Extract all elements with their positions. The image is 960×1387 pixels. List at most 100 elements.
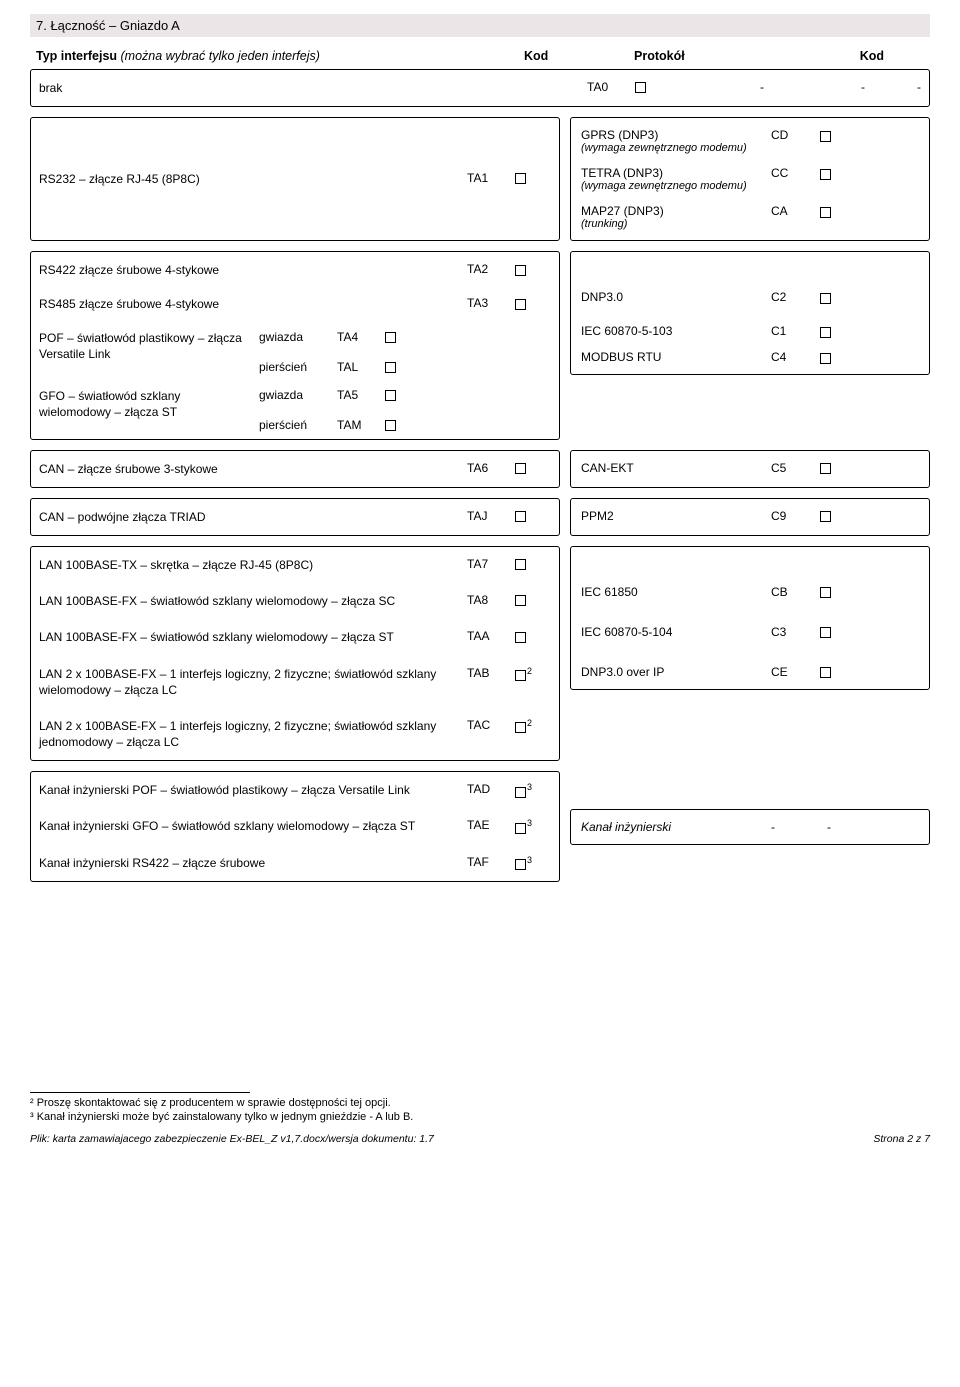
lanfxst-pcheck[interactable]	[820, 627, 831, 638]
brak-dash1: -	[671, 80, 861, 94]
gprs-checkbox[interactable]	[820, 131, 831, 142]
lanfxsc-label: LAN 100BASE-FX – światłowód szklany wiel…	[39, 593, 467, 609]
lanfxsc-pcheck[interactable]	[820, 587, 831, 598]
lanfxst-proto: IEC 60870-5-104	[581, 625, 771, 639]
lantx-label: LAN 100BASE-TX – skrętka – złącze RJ-45 …	[39, 557, 467, 573]
lantx-check[interactable]	[515, 559, 526, 570]
pof-pcheck1[interactable]	[820, 327, 831, 338]
pof-proto1: IEC 60870-5-103	[581, 324, 771, 338]
rs-block: RS422 złącze śrubowe 4-stykowe TA2 RS485…	[30, 251, 560, 439]
kanalgfo-label: Kanał inżynierski GFO – światłowód szkla…	[39, 818, 467, 834]
pof-pcheck2[interactable]	[820, 353, 831, 364]
rs232-label: RS232 – złącze RJ-45 (8P8C)	[39, 171, 467, 187]
rs485-code: TA3	[467, 296, 515, 310]
kanalgfo-dash2: -	[807, 820, 831, 834]
can3-check[interactable]	[515, 463, 526, 474]
gfo-code1: TA5	[337, 388, 385, 402]
map27-sub: (trunking)	[581, 218, 763, 230]
gfo-check1[interactable]	[385, 390, 396, 401]
tetra-checkbox[interactable]	[820, 169, 831, 180]
can3-code: TA6	[467, 461, 515, 475]
footnote-divider	[30, 1092, 250, 1093]
map27-code: CA	[771, 204, 807, 218]
triad-check[interactable]	[515, 511, 526, 522]
pof-check2[interactable]	[385, 362, 396, 373]
brak-dash3: -	[897, 80, 921, 94]
triad-label: CAN – podwójne złącza TRIAD	[39, 509, 467, 525]
lan2lc1-pcode: CE	[771, 665, 807, 679]
kanalpof-code: TAD	[467, 782, 515, 796]
lantx-code: TA7	[467, 557, 515, 571]
kanal-block: Kanał inżynierski POF – światłowód plast…	[30, 771, 560, 882]
rs485-proto: DNP3.0	[581, 290, 771, 304]
lan2lc1-proto: DNP3.0 over IP	[581, 665, 771, 679]
brak-dash2: -	[861, 80, 897, 94]
sup-3b: 3	[527, 818, 532, 828]
lanfxst-check[interactable]	[515, 632, 526, 643]
rs232-code: TA1	[467, 171, 515, 185]
proto-group-dnp: DNP3.0 C2 IEC 60870-5-103 C1 MODBUS RTU …	[570, 251, 930, 375]
kanalpof-check[interactable]	[515, 787, 526, 798]
rs422-code: TA2	[467, 262, 515, 276]
map27-label: MAP27 (DNP3)	[581, 204, 763, 218]
sup-3c: 3	[527, 855, 532, 865]
row-can3: CAN – złącze śrubowe 3-stykowe TA6	[30, 450, 560, 488]
lan2lc1-pcheck[interactable]	[820, 667, 831, 678]
kanalrs422-check[interactable]	[515, 859, 526, 870]
kanalgfo-dash1: -	[771, 820, 807, 834]
pof-code1: TA4	[337, 330, 385, 344]
lan-block: LAN 100BASE-TX – skrętka – złącze RJ-45 …	[30, 546, 560, 761]
header-typ: Typ interfejsu	[36, 49, 117, 63]
lan2lc1-check[interactable]	[515, 670, 526, 681]
footnote-3: ³ Kanał inżynierski może być zainstalowa…	[30, 1111, 930, 1123]
lanfxst-label: LAN 100BASE-FX – światłowód szklany wiel…	[39, 629, 467, 645]
pof-proto2: MODBUS RTU	[581, 350, 771, 364]
can3-label: CAN – złącze śrubowe 3-stykowe	[39, 461, 467, 477]
lanfxsc-proto: IEC 61850	[581, 585, 771, 599]
triad-pcheck[interactable]	[820, 511, 831, 522]
gfo-code2: TAM	[337, 418, 385, 432]
page-footer: Plik: karta zamawiajacego zabezpieczenie…	[30, 1133, 930, 1145]
map27-checkbox[interactable]	[820, 207, 831, 218]
kanalrs422-label: Kanał inżynierski RS422 – złącze śrubowe	[39, 855, 467, 871]
gfo-sub1: gwiazda	[259, 388, 337, 402]
pof-code2: TAL	[337, 360, 385, 374]
pof-check1[interactable]	[385, 332, 396, 343]
kanalgfo-code: TAE	[467, 818, 515, 832]
lan-proto-block: IEC 61850 CB IEC 60870-5-104 C3 DNP3.0 o…	[570, 546, 930, 690]
pof-pcode1: C1	[771, 324, 807, 338]
can3-pcheck[interactable]	[820, 463, 831, 474]
row-can3-proto: CAN-EKT C5	[570, 450, 930, 488]
lanfxsc-check[interactable]	[515, 595, 526, 606]
sup-3a: 3	[527, 782, 532, 792]
sup-2a: 2	[527, 666, 532, 676]
can3-proto: CAN-EKT	[581, 461, 771, 475]
row-triad: CAN – podwójne złącza TRIAD TAJ	[30, 498, 560, 536]
kanalgfo-check[interactable]	[515, 823, 526, 834]
brak-checkbox[interactable]	[635, 82, 646, 93]
rs485-pcheck[interactable]	[820, 293, 831, 304]
footer-left: Plik: karta zamawiajacego zabezpieczenie…	[30, 1133, 434, 1145]
row-rs232: RS232 – złącze RJ-45 (8P8C) TA1	[30, 117, 560, 241]
rs232-checkbox[interactable]	[515, 173, 526, 184]
header-typ-note: (można wybrać tylko jeden interfejs)	[121, 49, 320, 63]
pof-sub2: pierścień	[259, 360, 337, 374]
header-kod1: Kod	[524, 49, 584, 63]
gfo-check2[interactable]	[385, 420, 396, 431]
lan2lc2-check[interactable]	[515, 722, 526, 733]
brak-label: brak	[39, 80, 587, 96]
sup-2b: 2	[527, 718, 532, 728]
lanfxst-code: TAA	[467, 629, 515, 643]
gprs-code: CD	[771, 128, 807, 142]
rs485-checkbox[interactable]	[515, 299, 526, 310]
tetra-label: TETRA (DNP3)	[581, 166, 763, 180]
lan2lc1-label: LAN 2 x 100BASE-FX – 1 interfejs logiczn…	[39, 666, 467, 698]
rs485-label: RS485 złącze śrubowe 4-stykowe	[39, 296, 467, 312]
pof-label: POF – światłowód plastikowy – złącza Ver…	[39, 330, 259, 362]
header-proto: Protokół	[634, 49, 834, 63]
row-brak: brak TA0 - - -	[30, 69, 930, 107]
rs422-checkbox[interactable]	[515, 265, 526, 276]
lan2lc1-code: TAB	[467, 666, 515, 680]
kanal-proto-block: Kanał inżynierski - -	[570, 809, 930, 845]
row-triad-proto: PPM2 C9	[570, 498, 930, 536]
